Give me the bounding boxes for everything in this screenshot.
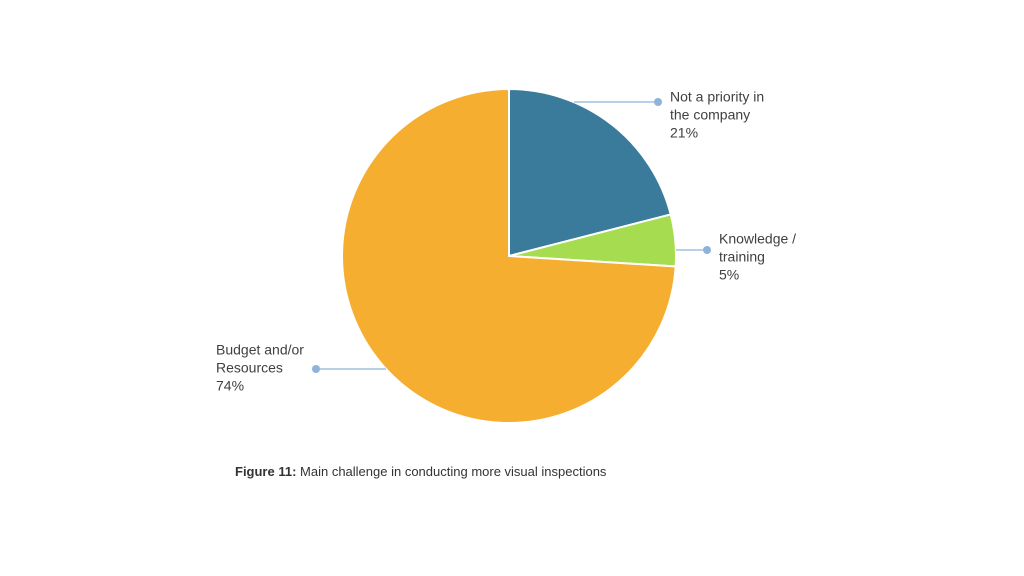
leader-dot-1 <box>654 98 662 106</box>
slice-category-label: training <box>719 249 765 265</box>
figure-caption: Figure 11: Main challenge in conducting … <box>235 464 606 479</box>
slice-category-label: the company <box>670 107 750 123</box>
slice-label-1: Not a priority in the company 21% <box>670 89 764 141</box>
figure-number: Figure 11: <box>235 464 297 479</box>
slice-category-label: Knowledge / <box>719 231 796 247</box>
leader-lines <box>312 98 711 373</box>
leader-dot-3 <box>312 365 320 373</box>
slice-value-label: 21% <box>670 125 698 141</box>
pie-slices <box>341 87 677 424</box>
figure-caption-text: Main challenge in conducting more visual… <box>296 464 607 479</box>
slice-category-label: Budget and/or <box>216 342 304 358</box>
leader-dot-2 <box>703 246 711 254</box>
slice-category-label: Resources <box>216 360 283 376</box>
slice-category-label: Not a priority in <box>670 89 764 105</box>
slice-value-label: 5% <box>719 267 739 283</box>
slice-label-3: Budget and/or Resources 74% <box>216 342 304 394</box>
slice-labels: Not a priority in the company 21% Knowledge… <box>216 89 796 394</box>
slice-label-2: Knowledge / training 5% <box>719 231 796 283</box>
pie-slice-1 <box>508 87 672 258</box>
pie-slice-3 <box>341 87 677 424</box>
slice-value-label: 74% <box>216 378 244 394</box>
